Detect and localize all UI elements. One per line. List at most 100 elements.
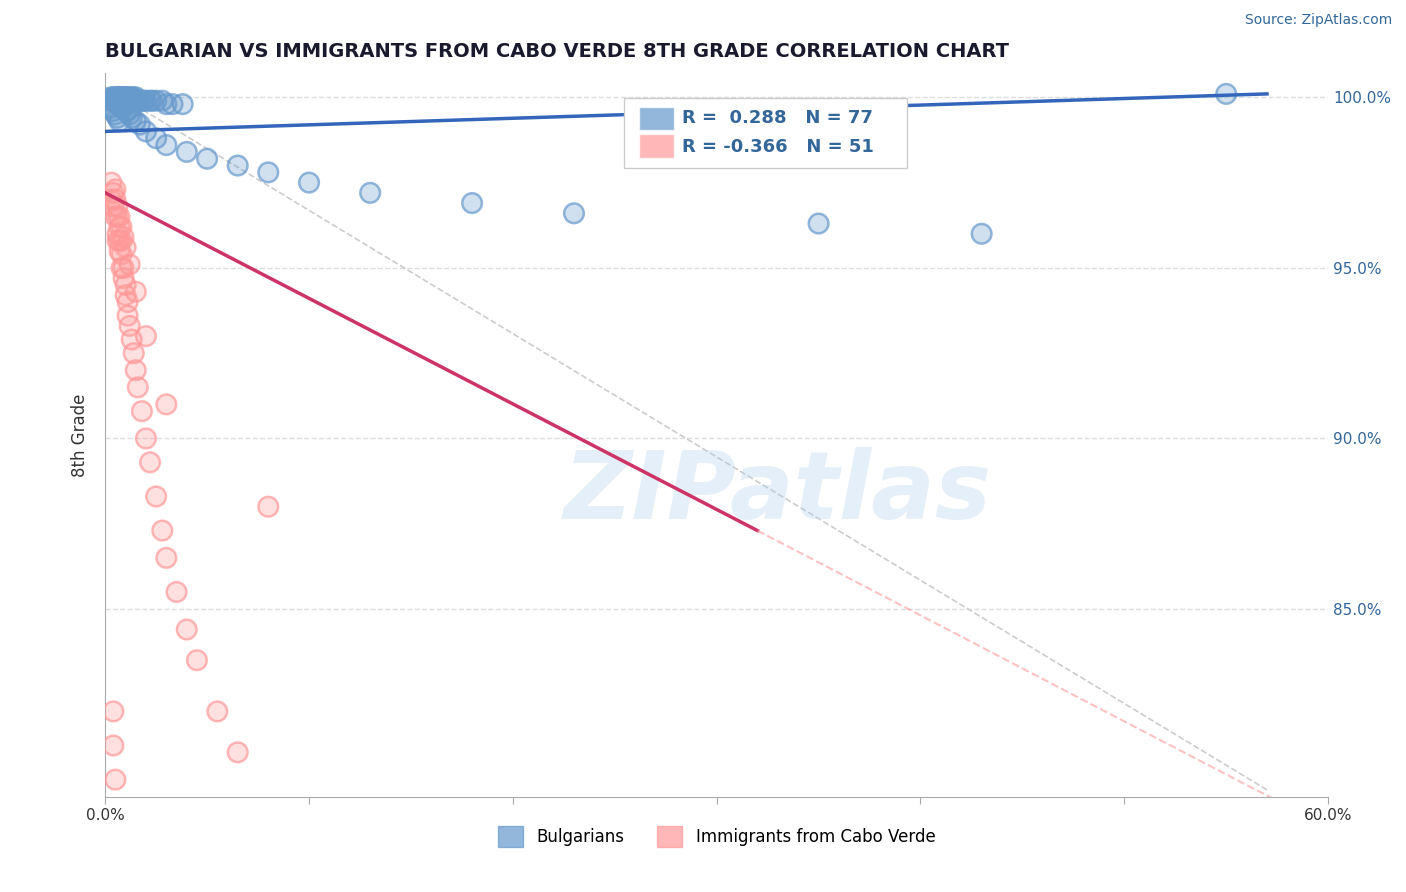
Point [108, 94, 131, 108]
Point [108, 90, 131, 104]
Immigrants from Cabo Verde [112, 271, 135, 285]
Point [114, 240, 136, 254]
Point [176, 145, 198, 159]
Bulgarians [110, 94, 132, 108]
Immigrants from Cabo Verde [114, 288, 136, 302]
Point [108, 210, 131, 224]
Bulgarians [107, 97, 129, 112]
Point [112, 260, 135, 275]
Point [461, 196, 484, 211]
Immigrants from Cabo Verde [150, 524, 173, 538]
Point [104, 107, 127, 121]
Point [108, 90, 131, 104]
Bulgarians [100, 101, 122, 115]
Bulgarians [108, 90, 131, 104]
Point [117, 309, 139, 323]
Point [970, 227, 993, 241]
Point [108, 219, 131, 234]
Point [108, 114, 131, 128]
Bulgarians [107, 90, 129, 104]
Bulgarians [807, 217, 830, 231]
Point [100, 101, 122, 115]
Point [135, 124, 157, 138]
Point [150, 94, 173, 108]
Point [118, 94, 141, 108]
Immigrants from Cabo Verde [112, 260, 135, 275]
Immigrants from Cabo Verde [118, 257, 141, 271]
Bulgarians [103, 94, 125, 108]
Immigrants from Cabo Verde [257, 500, 280, 514]
Point [122, 90, 145, 104]
Bulgarians [117, 94, 139, 108]
Point [103, 94, 125, 108]
Text: BULGARIAN VS IMMIGRANTS FROM CABO VERDE 8TH GRADE CORRELATION CHART: BULGARIAN VS IMMIGRANTS FROM CABO VERDE … [105, 42, 1010, 61]
Point [125, 90, 148, 104]
Immigrants from Cabo Verde [108, 210, 131, 224]
Point [117, 103, 139, 118]
Immigrants from Cabo Verde [103, 739, 125, 753]
Bulgarians [155, 97, 177, 112]
Point [104, 193, 127, 207]
Bulgarians [114, 90, 136, 104]
Point [1215, 87, 1237, 101]
Point [108, 234, 131, 248]
Point [112, 90, 135, 104]
Point [100, 176, 122, 190]
Point [107, 90, 129, 104]
Immigrants from Cabo Verde [104, 193, 127, 207]
Point [108, 97, 131, 112]
Bulgarians [118, 94, 141, 108]
Bulgarians [103, 90, 125, 104]
Point [107, 97, 129, 112]
Bulgarians [100, 90, 122, 104]
Bulgarians [112, 94, 135, 108]
Point [121, 90, 143, 104]
Bulgarians [110, 94, 132, 108]
Point [135, 432, 157, 446]
Point [118, 318, 141, 333]
Immigrants from Cabo Verde [131, 404, 153, 418]
Point [114, 90, 136, 104]
Text: ZIPatlas: ZIPatlas [564, 447, 991, 539]
Point [226, 745, 249, 759]
Immigrants from Cabo Verde [114, 240, 136, 254]
Point [112, 271, 135, 285]
Point [110, 247, 132, 261]
Point [118, 257, 141, 271]
Bulgarians [114, 90, 136, 104]
Bulgarians [132, 94, 155, 108]
Bulgarians [125, 90, 148, 104]
Point [166, 585, 188, 599]
Bulgarians [112, 90, 135, 104]
Point [103, 739, 125, 753]
Bulgarians [114, 103, 136, 118]
Point [118, 90, 141, 104]
Immigrants from Cabo Verde [103, 199, 125, 213]
Point [125, 114, 148, 128]
Point [110, 260, 132, 275]
Bulgarians [110, 90, 132, 104]
Point [103, 186, 125, 200]
Immigrants from Cabo Verde [110, 234, 132, 248]
Text: R = -0.366   N = 51: R = -0.366 N = 51 [682, 137, 875, 155]
Bulgarians [107, 90, 129, 104]
Bulgarians [226, 159, 249, 173]
Bulgarians [108, 114, 131, 128]
Immigrants from Cabo Verde [207, 705, 229, 719]
Immigrants from Cabo Verde [226, 745, 249, 759]
Point [131, 94, 153, 108]
Point [104, 182, 127, 196]
Bulgarians [145, 94, 167, 108]
Point [135, 94, 157, 108]
Bulgarians [172, 97, 194, 112]
Point [257, 165, 280, 179]
Point [104, 94, 127, 108]
Point [118, 94, 141, 108]
Point [162, 97, 184, 112]
Bulgarians [125, 114, 148, 128]
Immigrants from Cabo Verde [103, 186, 125, 200]
Point [172, 97, 194, 112]
Point [125, 285, 148, 299]
Point [107, 234, 129, 248]
Bulgarians [118, 94, 141, 108]
